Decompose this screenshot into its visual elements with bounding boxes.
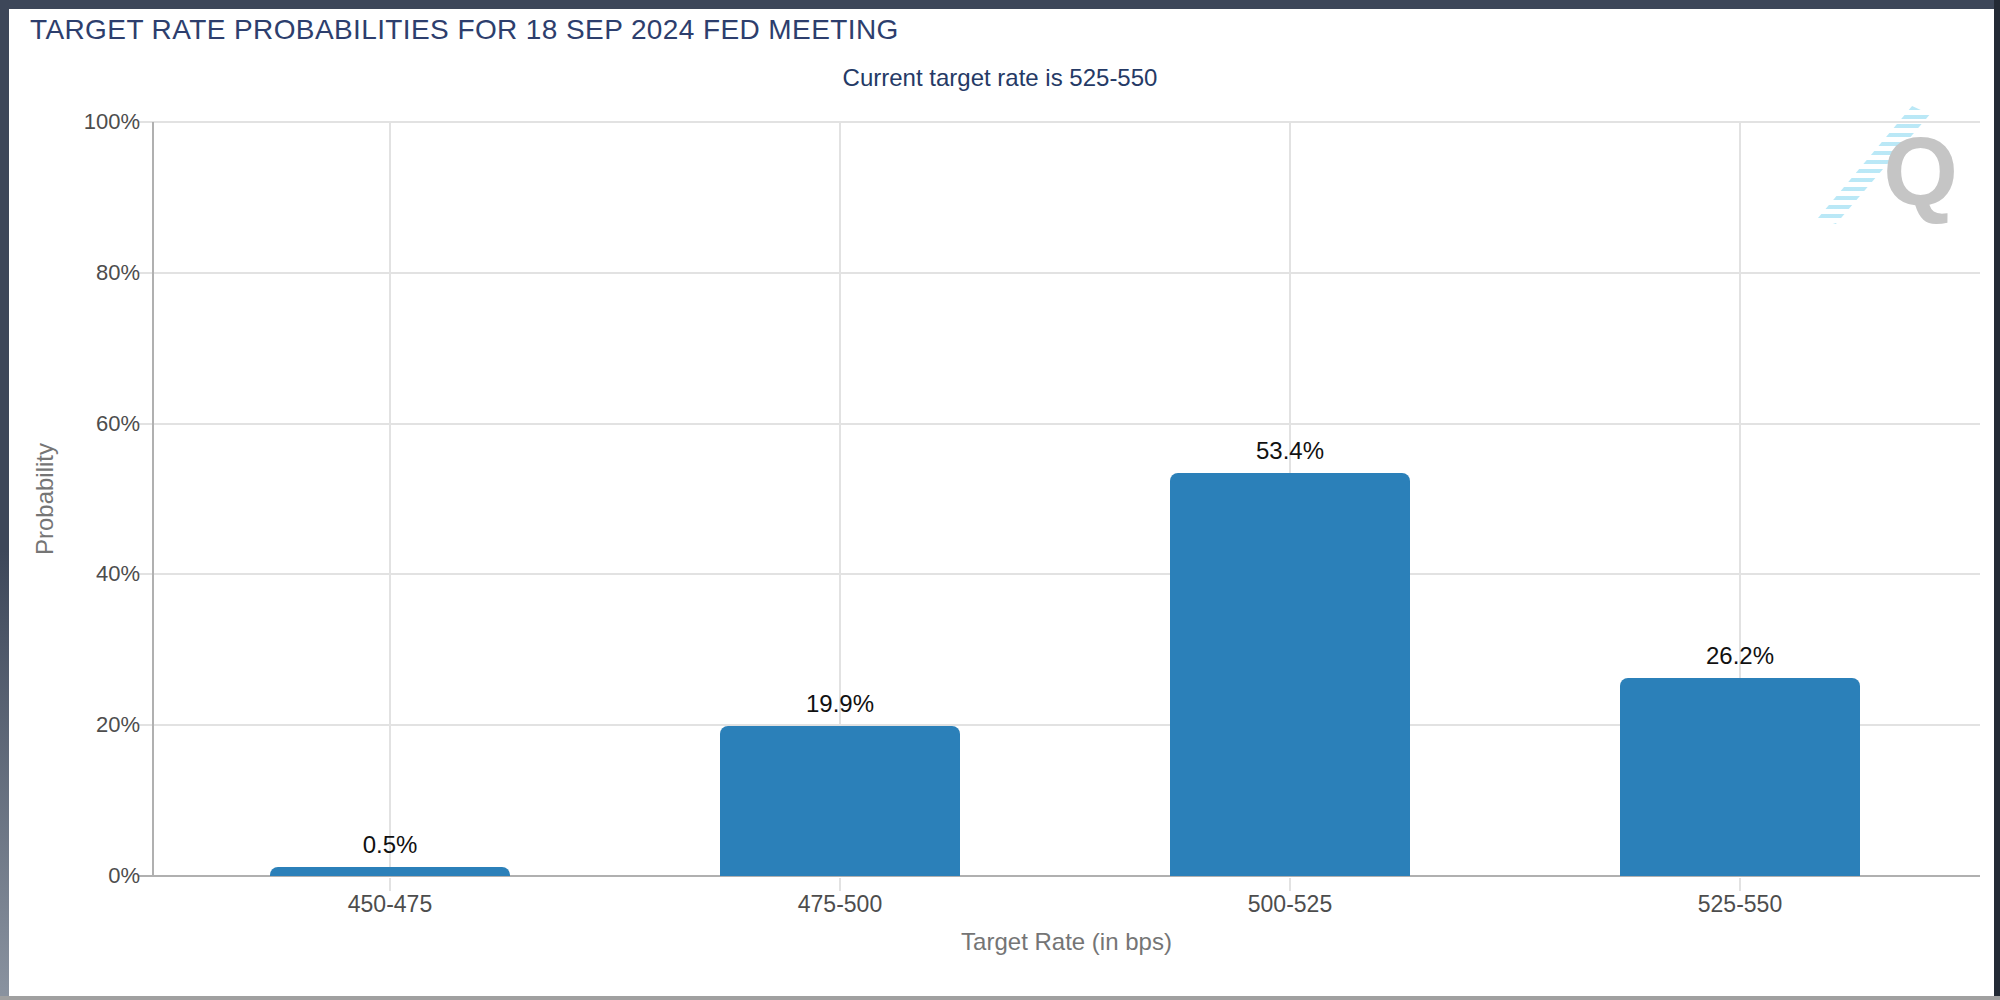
y-tick-label: 60% [20,411,140,437]
chart-subtitle: Current target rate is 525-550 [0,64,2000,92]
x-category-label: 475-500 [690,891,990,918]
bar-450-475[interactable] [270,867,510,876]
gridline-horizontal [138,121,1980,123]
x-axis-tick [839,878,841,891]
gridline-horizontal [138,573,1980,575]
gridline-horizontal [138,272,1980,274]
x-category-label: 525-550 [1590,891,1890,918]
gridline-vertical [389,122,391,876]
window-border-bottom [0,996,2000,1000]
window-border-top [0,0,2000,9]
y-tick-label: 40% [20,561,140,587]
window-border-left [0,0,9,1000]
y-tick-label: 0% [20,863,140,889]
x-axis-title: Target Rate (in bps) [153,928,1980,956]
bar-475-500[interactable] [720,726,960,876]
bar-value-label: 0.5% [240,831,540,859]
watermark-q-letter: Q [1883,124,1958,220]
bar-500-525[interactable] [1170,473,1410,876]
watermark-logo: Q [1818,106,1958,236]
x-axis-tick [389,878,391,891]
bar-525-550[interactable] [1620,678,1860,876]
y-axis-title: Probability [31,443,59,555]
chart-title: TARGET RATE PROBABILITIES FOR 18 SEP 202… [30,14,899,46]
plot-area: Q 0.5% 19.9% 53.4% 26.2% [153,122,1980,876]
gridline-horizontal [138,423,1980,425]
x-category-label: 500-525 [1140,891,1440,918]
x-axis-tick [1289,878,1291,891]
y-axis-line [152,122,154,877]
y-tick-label: 20% [20,712,140,738]
x-category-label: 450-475 [240,891,540,918]
x-axis-tick [1739,878,1741,891]
y-tick-label: 80% [20,260,140,286]
bar-value-label: 26.2% [1590,642,1890,670]
bar-value-label: 53.4% [1140,437,1440,465]
y-tick-label: 100% [20,109,140,135]
window-border-right [1994,0,2000,1000]
watermark-stripes-icon [1818,106,1930,224]
bar-value-label: 19.9% [690,690,990,718]
